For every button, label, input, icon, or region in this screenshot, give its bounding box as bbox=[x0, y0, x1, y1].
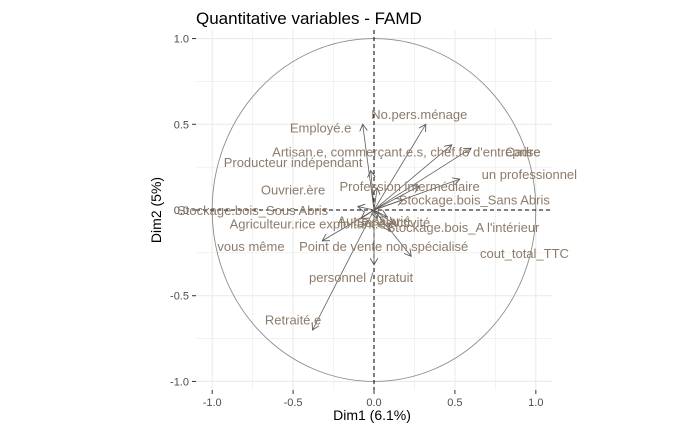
variable-arrow bbox=[373, 209, 411, 256]
variable-label: Retraité.e bbox=[265, 313, 321, 328]
variable-arrow bbox=[374, 209, 377, 219]
variable-label: Sans activité bbox=[357, 215, 431, 230]
variable-label: Stockage.bois_Sans Abris bbox=[399, 193, 551, 208]
y-tick-label: 0.0 bbox=[174, 205, 189, 217]
variable-label: Ouvrier.ère bbox=[261, 182, 325, 197]
variable-label: vous même bbox=[217, 239, 284, 254]
y-tick-label: -1.0 bbox=[170, 376, 189, 388]
variable-arrow bbox=[373, 148, 471, 211]
variable-arrow bbox=[363, 124, 375, 211]
variable-label: Artisan.e, commerçant.e.s, chef.fe d'ent… bbox=[272, 145, 540, 160]
x-tick-label: 1.0 bbox=[528, 397, 543, 409]
y-tick-label: 0.5 bbox=[174, 119, 189, 131]
variable-label: Stockage.bois_A l'intérieur bbox=[387, 220, 540, 235]
variable-label: Employé.e bbox=[290, 121, 351, 136]
variable-arrow bbox=[373, 124, 426, 211]
variable-arrow bbox=[373, 209, 393, 224]
variable-label: Agriculteur.rice exploitant.e bbox=[230, 217, 386, 232]
x-tick-label: 0.5 bbox=[447, 397, 462, 409]
variable-label: Producteur indépendant bbox=[224, 155, 363, 170]
variable-arrow bbox=[374, 188, 377, 211]
x-axis-label: Dim1 (6.1%) bbox=[333, 407, 411, 423]
variable-arrows bbox=[313, 124, 472, 330]
variable-label: Autre salarié bbox=[338, 213, 411, 228]
x-tick-label: -1.0 bbox=[203, 397, 222, 409]
variable-arrow bbox=[322, 209, 375, 241]
axes-layer: -1.0 -0.5 0.0 0.5 1.0 -1.0 -0.5 0.0 0.5 1.0 bbox=[170, 34, 543, 409]
variable-label: Cadre bbox=[505, 145, 540, 160]
variable-label: No.pers.ménage bbox=[371, 107, 467, 122]
chart-title: Quantitative variables - FAMD bbox=[196, 9, 422, 28]
variable-labels: No.pers.ménage Employé.e Artisan.e, commer… bbox=[177, 107, 577, 328]
x-tick-label: -0.5 bbox=[284, 397, 303, 409]
variable-label: cout_total_TTC bbox=[480, 246, 569, 261]
variable-arrow bbox=[373, 200, 403, 211]
variable-arrow bbox=[313, 209, 375, 330]
variable-label: Profession intermédiaire bbox=[340, 179, 480, 194]
y-tick-label: 1.0 bbox=[174, 34, 189, 46]
variable-label: personnel / gratuit bbox=[309, 270, 413, 285]
variable-label: Stockage.bois_Sous Abris bbox=[177, 203, 329, 218]
variable-label: un professionnel bbox=[482, 167, 578, 182]
variable-arrow bbox=[358, 207, 375, 210]
x-tick-label: 0.0 bbox=[366, 397, 381, 409]
variable-label: Point de vente non spécialisé bbox=[299, 239, 468, 254]
y-tick-label: -0.5 bbox=[170, 291, 189, 303]
y-axis-label: Dim2 (5%) bbox=[148, 177, 164, 243]
variable-arrow bbox=[373, 145, 452, 211]
